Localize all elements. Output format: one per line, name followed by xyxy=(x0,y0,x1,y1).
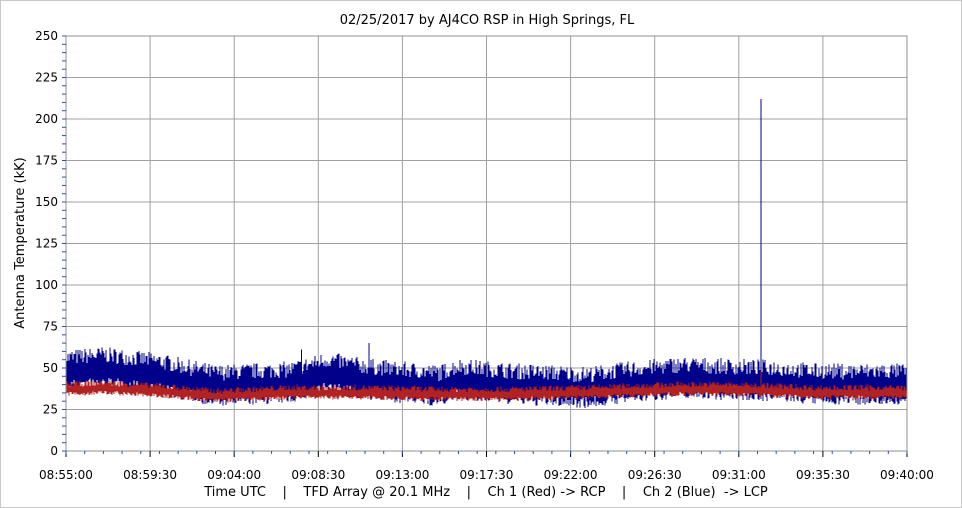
y-tick-label: 75 xyxy=(43,320,58,334)
y-axis-title: Antenna Temperature (kK) xyxy=(13,157,28,328)
y-tick-label: 50 xyxy=(43,361,58,375)
y-tick-label: 175 xyxy=(35,154,58,168)
x-tick-label: 09:26:30 xyxy=(628,468,682,482)
y-tick-label: 25 xyxy=(43,403,58,417)
x-tick-label: 08:59:30 xyxy=(123,468,177,482)
x-tick-label: 09:04:00 xyxy=(207,468,261,482)
y-tick-label: 0 xyxy=(50,444,58,458)
x-tick-label: 09:08:30 xyxy=(291,468,345,482)
x-tick-label: 09:31:00 xyxy=(712,468,766,482)
y-tick-label: 125 xyxy=(35,237,58,251)
y-tick-label: 225 xyxy=(35,71,58,85)
x-axis-title: Time UTC | TFD Array @ 20.1 MHz | Ch 1 (… xyxy=(203,485,768,500)
x-tick-label: 09:22:00 xyxy=(544,468,598,482)
x-tick-label: 09:40:00 xyxy=(880,468,934,482)
x-tick-label: 09:35:30 xyxy=(796,468,850,482)
y-tick-label: 100 xyxy=(35,278,58,292)
y-tick-label: 150 xyxy=(35,195,58,209)
y-tick-label: 200 xyxy=(35,112,58,126)
x-tick-label: 09:17:30 xyxy=(460,468,514,482)
x-tick-label: 08:55:00 xyxy=(39,468,93,482)
x-tick-label: 09:13:00 xyxy=(375,468,429,482)
y-tick-label: 250 xyxy=(35,29,58,43)
tick-layer: 0 25 50 75 100 125 150 175 200 225 250 08:55:00 08:5… xyxy=(35,29,934,482)
chart-title: 02/25/2017 by AJ4CO RSP in High Springs,… xyxy=(340,13,635,28)
